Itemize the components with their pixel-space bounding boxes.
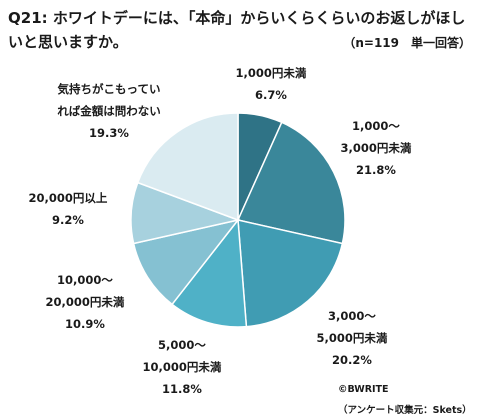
- slice-2-category-label: 3,000円未満: [341, 141, 412, 155]
- slice-5-category-label: 10,000～: [57, 273, 113, 287]
- question-title-line-2: いと思いますか。: [8, 33, 128, 51]
- slice-7-value-label: 19.3%: [89, 126, 129, 140]
- slice-4-category-label: 10,000円未満: [143, 360, 222, 374]
- slice-1-value-label: 6.7%: [255, 88, 287, 102]
- pie-slice-7: [136, 112, 239, 222]
- slice-3-category-label: 3,000～: [328, 309, 376, 323]
- slice-5-value-label: 10.9%: [65, 317, 105, 331]
- copyright-credit: ©BWRITE: [338, 384, 389, 395]
- sample-note: （n=119 単一回答）: [343, 36, 471, 50]
- slice-6-category-label: 20,000円以上: [29, 191, 108, 205]
- slice-7-category-label: 気持ちがこもってい: [58, 82, 161, 96]
- slice-1-category-label: 1,000円未満: [236, 66, 307, 80]
- slice-7-category-label: れば金額は問わない: [57, 104, 161, 118]
- pie-slice-5: [132, 218, 240, 306]
- slice-4-value-label: 11.8%: [162, 382, 202, 396]
- slice-5-category-label: 20,000円未満: [46, 295, 125, 309]
- slice-4-category-label: 5,000～: [158, 338, 206, 352]
- pie-slice-3: [237, 219, 344, 328]
- question-title: Q21: ホワイトデーには、「本命」からいくらくらいのお返しがほし いと思います…: [8, 6, 478, 54]
- pie-slice-2: [236, 121, 346, 245]
- slice-2-category-label: 1,000～: [352, 119, 400, 133]
- question-title-line-1: Q21: ホワイトデーには、「本命」からいくらくらいのお返しがほし: [8, 9, 466, 27]
- slice-3-value-label: 20.2%: [332, 353, 372, 367]
- slice-6-value-label: 9.2%: [52, 213, 84, 227]
- pie-slice-4: [171, 218, 248, 328]
- slice-2-value-label: 21.8%: [356, 163, 396, 177]
- source-credit: （アンケート収集元：Skets）: [338, 405, 472, 416]
- slice-3-category-label: 5,000円未満: [317, 331, 388, 345]
